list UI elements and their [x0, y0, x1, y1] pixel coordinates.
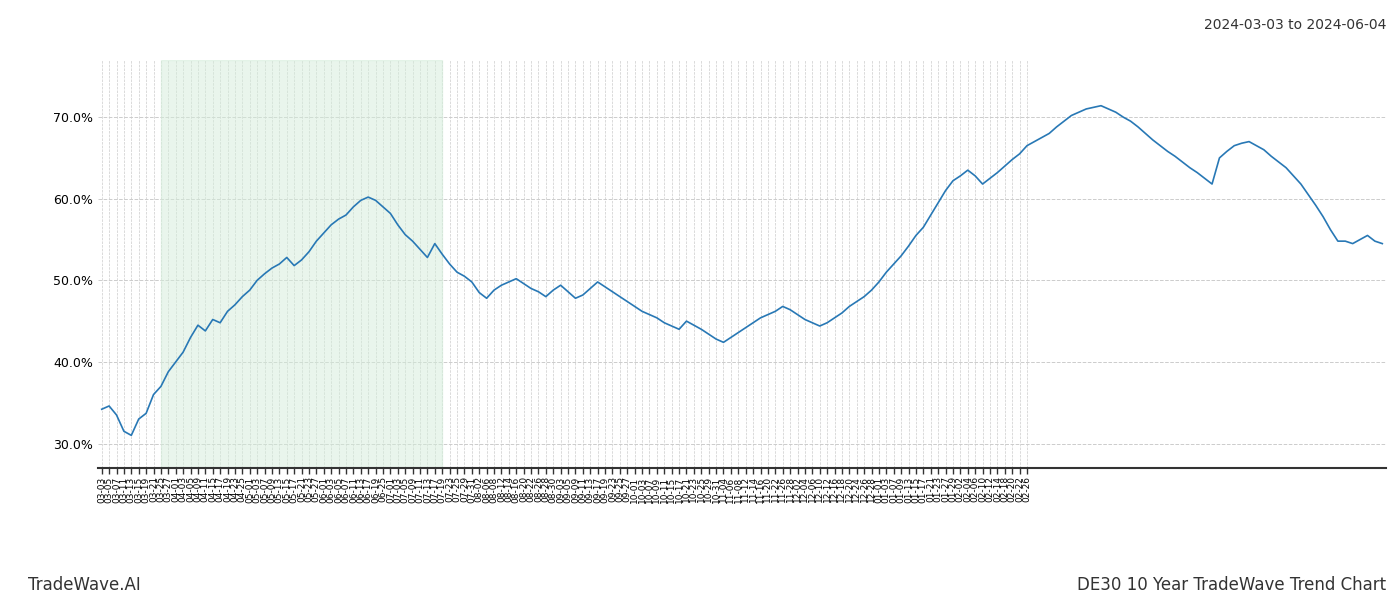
Text: TradeWave.AI: TradeWave.AI — [28, 576, 141, 594]
Bar — [161, 60, 442, 468]
Text: DE30 10 Year TradeWave Trend Chart: DE30 10 Year TradeWave Trend Chart — [1077, 576, 1386, 594]
Text: 2024-03-03 to 2024-06-04: 2024-03-03 to 2024-06-04 — [1204, 18, 1386, 32]
